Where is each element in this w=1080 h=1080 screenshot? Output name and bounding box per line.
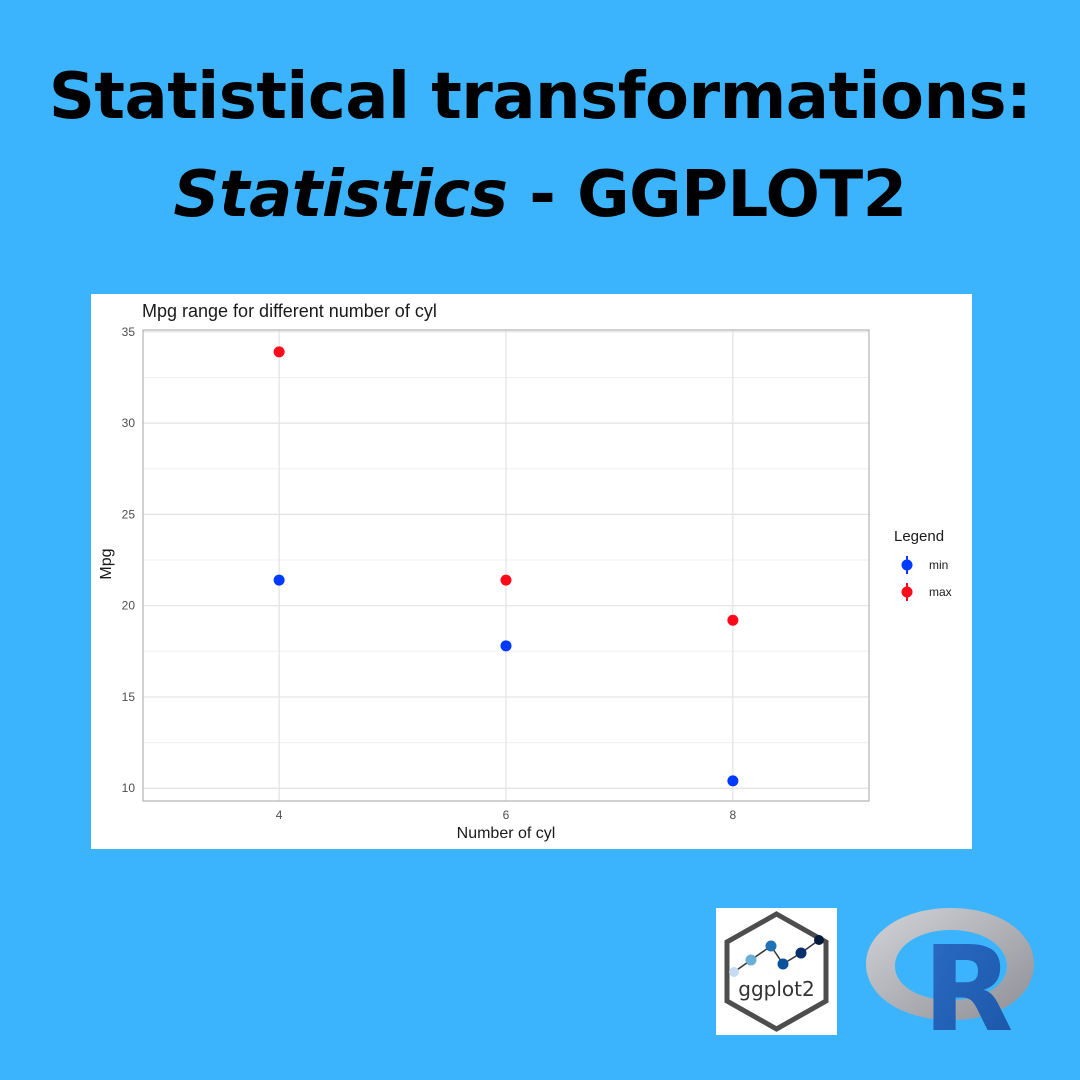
ggplot2-logo-text: ggplot2 [738, 977, 814, 1001]
x-tick-label: 4 [276, 808, 283, 822]
headline-line-1: Statistical transformations: [48, 60, 1032, 134]
r-language-logo: R [862, 902, 1040, 1058]
point-max [273, 346, 285, 358]
legend-label-max: max [929, 585, 952, 599]
x-tick-label: 8 [730, 808, 737, 822]
legend: Legend min max [894, 528, 952, 601]
chart-title: Mpg range for different number of cyl [142, 301, 437, 321]
y-tick-label: 30 [122, 416, 136, 430]
data-points [273, 346, 739, 787]
panel-border [142, 329, 870, 802]
headline-line-2-rest: - GGPLOT2 [507, 158, 907, 232]
y-tick-label: 20 [122, 599, 136, 613]
headline-italic-word: Statistics [173, 158, 508, 232]
y-tick-label: 25 [122, 507, 136, 521]
legend-label-min: min [929, 558, 948, 572]
y-tick-label: 35 [122, 325, 136, 339]
axis-ticks: 10 15 20 25 30 35 4 6 8 [122, 325, 737, 822]
point-min [500, 640, 512, 652]
x-axis-label: Number of cyl [457, 825, 556, 842]
point-max [727, 614, 739, 626]
y-tick-label: 10 [122, 781, 136, 795]
legend-key-min [901, 559, 913, 571]
point-min [273, 574, 285, 586]
point-max [500, 574, 512, 586]
y-axis-label: Mpg [98, 548, 115, 579]
y-tick-label: 15 [122, 690, 136, 704]
legend-key-max [901, 586, 913, 598]
chart-card: Mpg range for different number of cyl Nu… [91, 294, 972, 849]
point-min [727, 775, 739, 787]
r-logo-letter: R [923, 920, 1014, 1042]
x-tick-label: 6 [503, 808, 510, 822]
ggplot2-logo: ggplot2 [716, 908, 837, 1035]
plot-panel [142, 329, 870, 802]
headline: Statistical transformations: Statistics … [0, 48, 1080, 244]
headline-line-2: Statistics - GGPLOT2 [0, 146, 1080, 244]
chart-svg: Mpg range for different number of cyl Nu… [98, 301, 952, 842]
legend-title: Legend [894, 528, 944, 545]
